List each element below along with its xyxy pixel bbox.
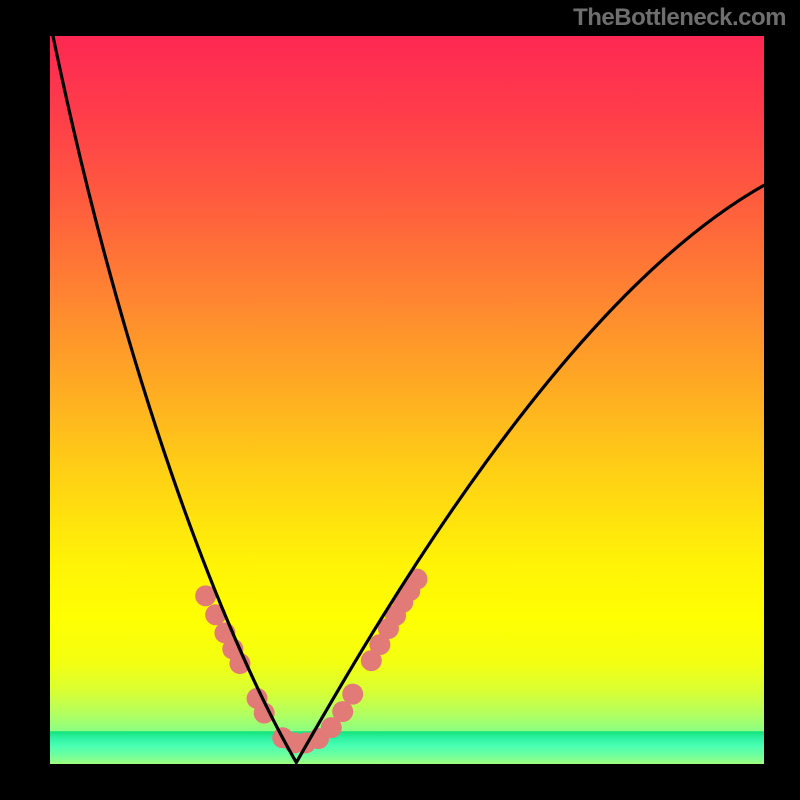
- chart-container: { "watermark": { "text": "TheBottleneck.…: [0, 0, 800, 800]
- bottleneck-chart: [0, 0, 800, 800]
- data-point: [342, 684, 363, 705]
- gradient-background: [50, 36, 764, 764]
- green-band: [50, 731, 764, 764]
- watermark-text: TheBottleneck.com: [573, 4, 786, 32]
